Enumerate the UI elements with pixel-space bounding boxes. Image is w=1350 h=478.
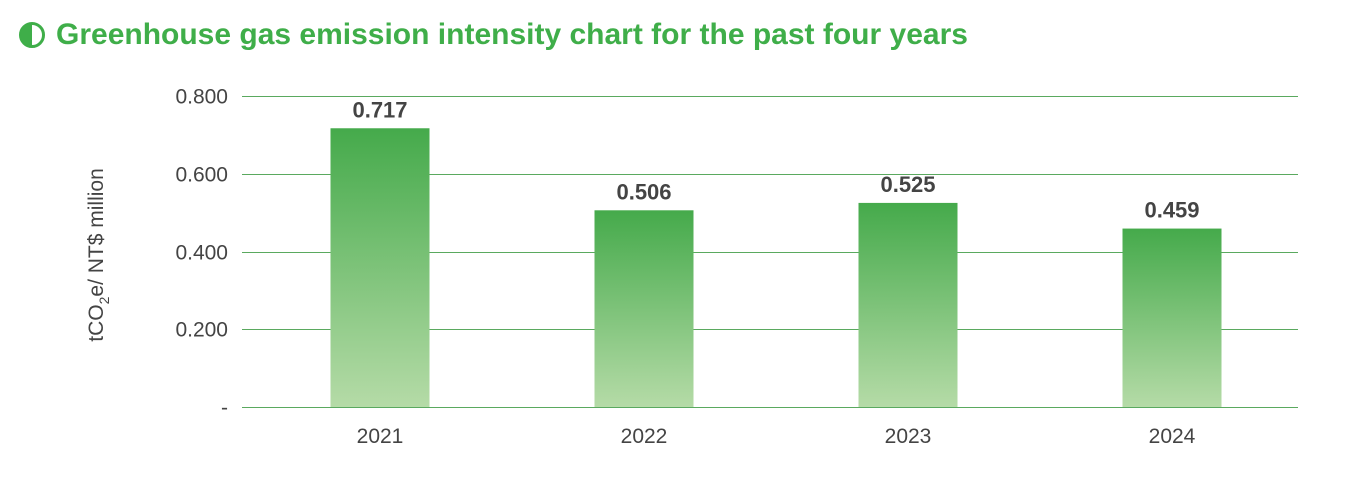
x-tick-label: 2024 bbox=[1149, 425, 1196, 448]
y-tick-label: 0.200 bbox=[175, 319, 228, 342]
data-labels: 0.717 0.506 0.525 0.459 bbox=[352, 97, 1199, 222]
y-axis-label: tCO2e/ NT$ million bbox=[85, 168, 112, 342]
y-axis-label-subscript: 2 bbox=[96, 296, 112, 304]
data-label: 0.525 bbox=[880, 172, 935, 197]
bars bbox=[330, 128, 1222, 408]
bar-2021 bbox=[330, 128, 430, 408]
y-axis-label-unit: e/ NT$ million bbox=[85, 168, 108, 296]
bar-2022 bbox=[594, 210, 694, 407]
data-label: 0.717 bbox=[352, 97, 407, 122]
data-label: 0.459 bbox=[1144, 198, 1199, 223]
data-label: 0.506 bbox=[616, 179, 671, 204]
x-axis-ticks: 2021 2022 2023 2024 bbox=[357, 425, 1196, 448]
x-tick-label: 2023 bbox=[885, 425, 932, 448]
bar-2024 bbox=[1122, 228, 1222, 407]
y-axis-label-main: tCO bbox=[85, 304, 108, 341]
y-axis-ticks: - 0.200 0.400 0.600 0.800 bbox=[175, 86, 228, 420]
y-tick-label: 0.600 bbox=[175, 164, 228, 187]
bar-2023 bbox=[858, 202, 958, 407]
y-tick-label: 0.400 bbox=[175, 242, 228, 265]
y-tick-label: 0.800 bbox=[175, 86, 228, 109]
half-circle-icon bbox=[19, 22, 45, 48]
x-tick-label: 2022 bbox=[621, 425, 668, 448]
x-tick-label: 2021 bbox=[357, 425, 404, 448]
chart-header: Greenhouse gas emission intensity chart … bbox=[18, 15, 968, 55]
chart-title: Greenhouse gas emission intensity chart … bbox=[56, 18, 968, 51]
y-tick-label: - bbox=[221, 397, 228, 420]
